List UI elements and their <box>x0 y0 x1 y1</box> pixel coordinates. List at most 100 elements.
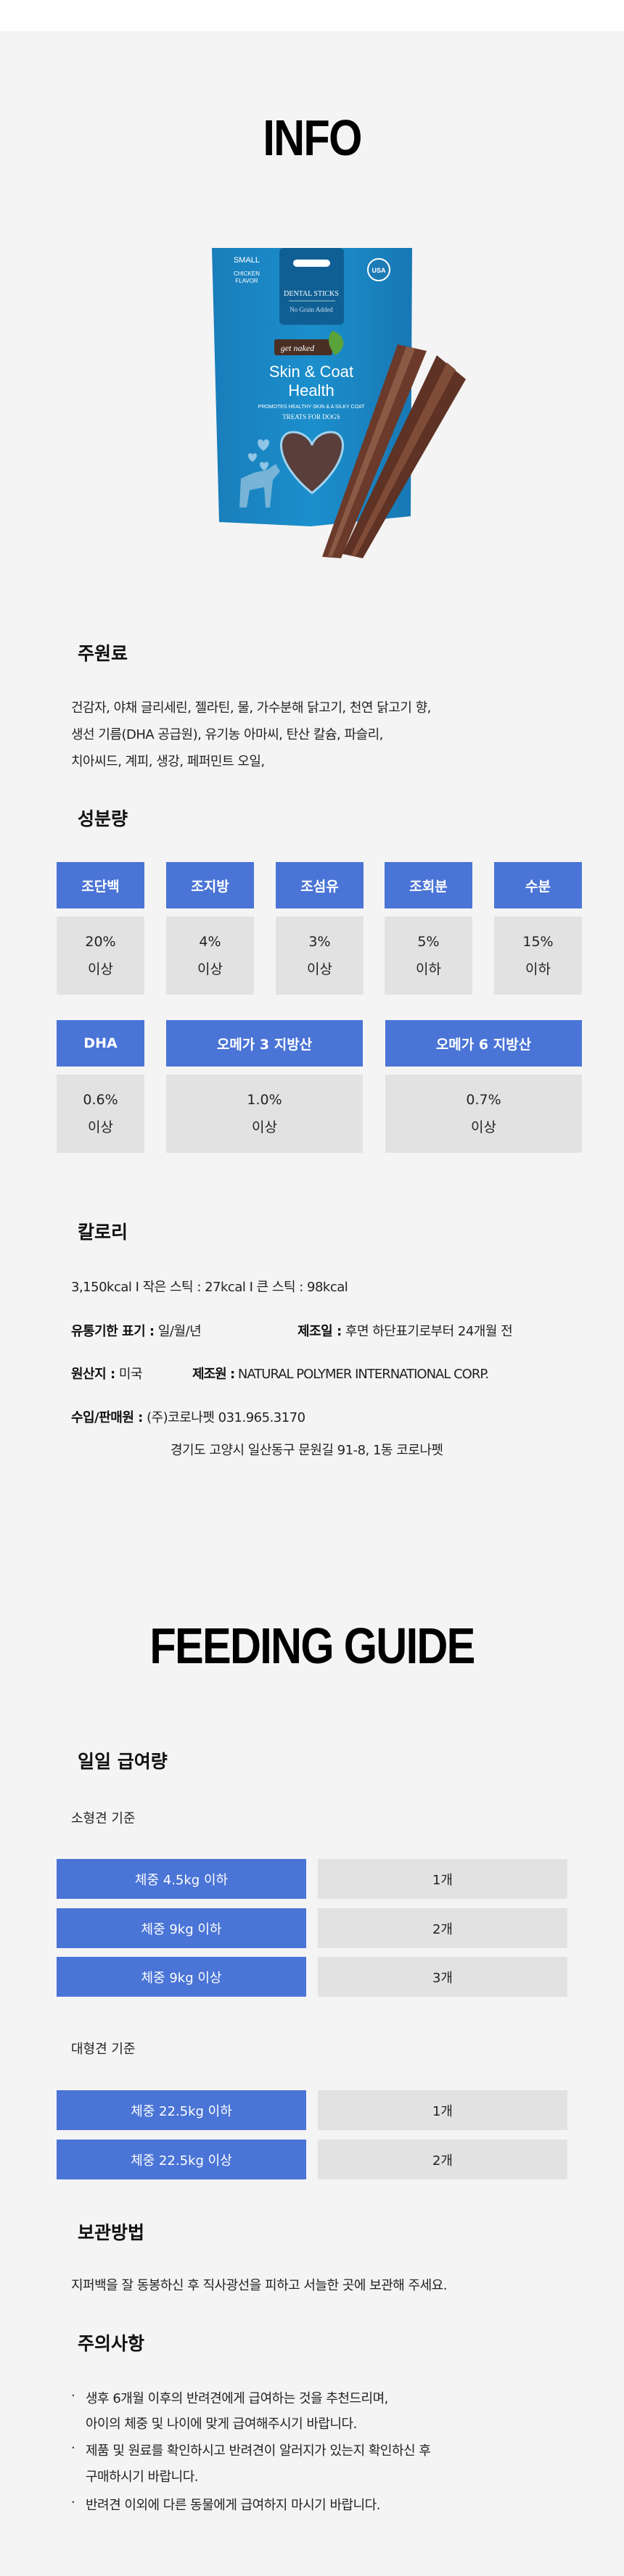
expiry-label: 유통기한 표기 : <box>71 1324 155 1339</box>
calories-title: 칼로리 <box>78 1222 128 1243</box>
dog-silhouette-icon <box>239 464 280 508</box>
svg-text:PROMOTES HEALTHY SKIN & A SILK: PROMOTES HEALTHY SKIN & A SILKY COAT <box>258 405 366 410</box>
caution-item-continued: 아이의 체중 및 나이에 맞게 급여해주시기 바랍니다. <box>86 2416 357 2432</box>
value: 0.6% <box>83 1092 118 1108</box>
qualifier: 이하 <box>416 961 441 977</box>
importer-label: 수입/판매원 : <box>71 1410 143 1425</box>
origin-info: 원산지 : 미국 <box>71 1364 143 1383</box>
caution-item: · 생후 6개월 이후의 반려견에게 급여하는 것을 추천드리며, <box>71 2388 388 2406</box>
svg-text:Health: Health <box>288 381 334 399</box>
value: 1.0% <box>247 1092 282 1108</box>
leaf-icon <box>329 331 344 355</box>
svg-text:USA: USA <box>371 267 386 274</box>
bullet-icon: · <box>71 2388 75 2403</box>
feeding-amount: 2개 <box>318 2140 567 2179</box>
importer-info: 수입/판매원 : (주)코로나펫 031.965.3170 <box>71 1407 305 1426</box>
storage-title: 보관방법 <box>78 2222 145 2243</box>
caution-item-continued: 구매하시기 바랍니다. <box>86 2469 198 2485</box>
value: 0.7% <box>466 1092 501 1108</box>
qualifier: 이하 <box>525 961 551 977</box>
calories-text: 3,150kcal I 작은 스틱 : 27kcal I 큰 스틱 : 98kc… <box>71 1280 348 1295</box>
nutrient-label-protein: 조단백 <box>57 862 144 908</box>
svg-text:Skin & Coat: Skin & Coat <box>269 363 353 381</box>
value: 5% <box>417 934 440 950</box>
svg-text:CHICKEN: CHICKEN <box>234 270 260 277</box>
nutrient-label-omega6: 오메가 6 지방산 <box>385 1020 582 1067</box>
feeding-amount: 1개 <box>318 2090 567 2130</box>
expiry-value: 일/월/년 <box>157 1324 202 1339</box>
value: 4% <box>199 934 221 950</box>
cautions-title: 주의사항 <box>78 2333 145 2354</box>
feeding-amount: 2개 <box>318 1908 567 1948</box>
storage-text: 지퍼백을 잘 동봉하신 후 직사광선을 피하고 서늘한 곳에 보관해 주세요. <box>71 2278 447 2293</box>
nutrient-value-dha: 0.6% 이상 <box>57 1074 144 1153</box>
feeding-weight: 체중 9kg 이하 <box>57 1908 306 1948</box>
expiry-info: 유통기한 표기 : 일/월/년 <box>71 1321 202 1340</box>
nutrient-label-moisture: 수분 <box>494 862 582 908</box>
nutrient-value-omega6: 0.7% 이상 <box>385 1074 582 1153</box>
large-dog-label: 대형견 기준 <box>71 2042 136 2057</box>
value: 20% <box>85 934 116 950</box>
feeding-amount: 3개 <box>318 1957 567 1997</box>
bullet-icon: · <box>71 2495 75 2510</box>
small-heart-icon <box>260 462 268 471</box>
brand-logo <box>274 339 332 355</box>
feeding-guide-title: FEEDING GUIDE <box>149 1618 475 1674</box>
nutrient-value-fat: 4% 이상 <box>166 916 254 995</box>
nutrition-title: 성분량 <box>78 808 128 829</box>
nutrient-label-omega3: 오메가 3 지방산 <box>166 1020 363 1067</box>
importer-value: (주)코로나펫 031.965.3170 <box>147 1410 305 1425</box>
qualifier: 이상 <box>88 961 113 977</box>
manufacturer-value: NATURAL POLYMER INTERNATIONAL CORP. <box>237 1367 489 1382</box>
nutrient-label-dha: DHA <box>57 1020 144 1067</box>
nutrient-label-ash: 조회분 <box>385 862 472 908</box>
feeding-weight: 체중 9kg 이상 <box>57 1957 306 1997</box>
nutrient-value-ash: 5% 이하 <box>385 916 472 995</box>
product-image: SMALL CHICKEN FLAVOR DENTAL STICKS No Gr… <box>212 248 466 558</box>
ingredients-line: 건감자, 야채 글리세린, 젤라틴, 물, 가수분해 닭고기, 천연 닭고기 향… <box>71 700 431 716</box>
svg-text:get naked: get naked <box>281 343 315 353</box>
nutrient-label-fat: 조지방 <box>166 862 254 908</box>
info-title: INFO <box>263 109 362 166</box>
feeding-weight: 체중 4.5kg 이하 <box>57 1859 306 1899</box>
qualifier: 이상 <box>252 1119 277 1135</box>
svg-text:DENTAL STICKS: DENTAL STICKS <box>284 290 339 298</box>
small-heart-icon <box>258 439 269 451</box>
svg-text:TREATS FOR DOGS: TREATS FOR DOGS <box>282 413 340 421</box>
caution-item: · 반려견 이외에 다른 동물에게 급여하지 마시기 바랍니다. <box>71 2495 380 2513</box>
manufacturer-label: 제조원 : <box>192 1367 235 1382</box>
nutrient-value-moisture: 15% 이하 <box>494 916 582 995</box>
small-dog-label: 소형견 기준 <box>71 1811 136 1826</box>
svg-text:No Grain Added: No Grain Added <box>290 306 333 313</box>
daily-amount-title: 일일 급여량 <box>78 1751 168 1772</box>
value: 3% <box>308 934 331 950</box>
nutrient-value-protein: 20% 이상 <box>57 916 144 995</box>
heart-icon <box>280 431 344 494</box>
nutrient-label-fiber: 조섬유 <box>276 862 364 908</box>
qualifier: 이상 <box>88 1119 113 1135</box>
feeding-weight: 체중 22.5kg 이상 <box>57 2140 306 2179</box>
hang-hole-icon <box>293 260 330 267</box>
svg-text:FLAVOR: FLAVOR <box>235 278 258 284</box>
bag-label-panel <box>279 248 344 325</box>
ingredients-title: 주원료 <box>78 643 128 664</box>
qualifier: 이상 <box>307 961 332 977</box>
manufacturer-info: 제조원 : NATURAL POLYMER INTERNATIONAL CORP… <box>192 1364 489 1383</box>
feeding-weight: 체중 22.5kg 이하 <box>57 2090 306 2130</box>
qualifier: 이상 <box>197 961 223 977</box>
top-band <box>0 0 624 31</box>
mfg-date-value: 후면 하단표기로부터 24개월 전 <box>345 1324 513 1339</box>
small-heart-icon <box>248 453 257 462</box>
mfg-date-info: 제조일 : 후면 하단표기로부터 24개월 전 <box>297 1321 513 1340</box>
nutrient-value-omega3: 1.0% 이상 <box>166 1074 363 1153</box>
feeding-amount: 1개 <box>318 1859 567 1899</box>
ingredients-line: 치아씨드, 계피, 생강, 페퍼민트 오일, <box>71 754 265 769</box>
origin-label: 원산지 : <box>71 1367 115 1382</box>
origin-value: 미국 <box>118 1367 143 1382</box>
nutrient-value-fiber: 3% 이상 <box>276 916 364 995</box>
usa-badge-icon <box>367 258 390 281</box>
value: 15% <box>522 934 554 950</box>
caution-item: · 제품 및 원료를 확인하시고 반려견이 알러지가 있는지 확인하신 후 <box>71 2440 431 2459</box>
bullet-icon: · <box>71 2440 75 2456</box>
qualifier: 이상 <box>471 1119 496 1135</box>
